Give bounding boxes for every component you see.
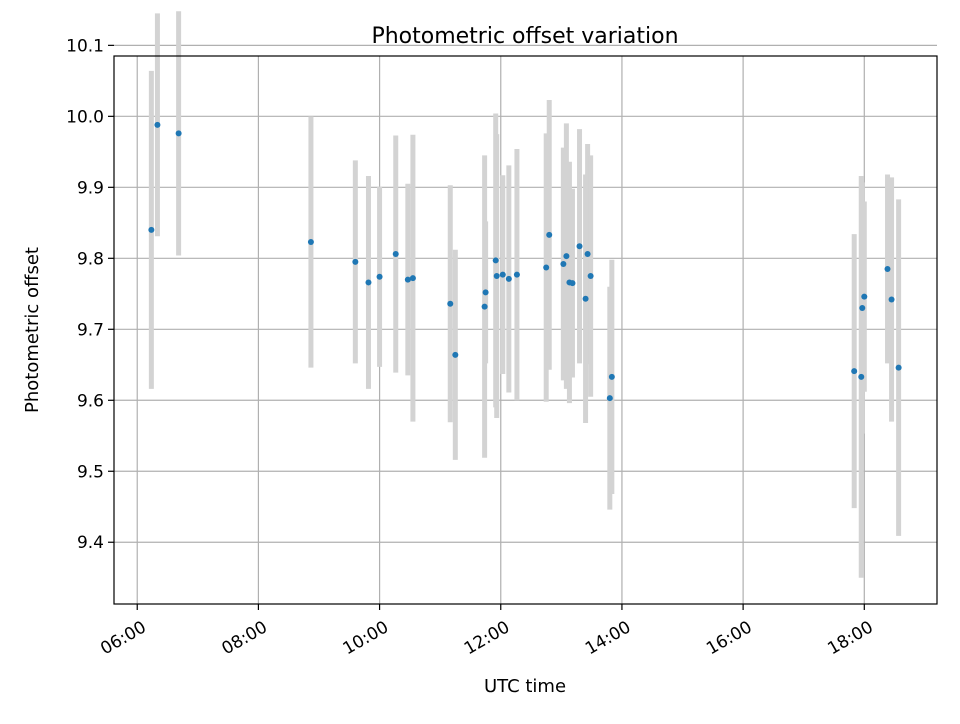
data-point	[606, 395, 613, 402]
y-tick-label: 9.9	[77, 178, 104, 198]
y-tick-label: 9.6	[77, 391, 104, 411]
data-point	[404, 276, 411, 283]
data-point	[307, 238, 314, 245]
data-point	[859, 304, 866, 311]
data-point	[452, 351, 459, 358]
data-point	[851, 368, 858, 375]
data-point	[582, 295, 589, 302]
chart-title: Photometric offset variation	[371, 24, 678, 49]
data-point	[154, 121, 161, 128]
grid-lines	[114, 44, 937, 604]
plot-frame	[113, 55, 938, 605]
data-point	[447, 300, 454, 307]
data-point	[569, 280, 576, 287]
y-tick-label: 10.1	[66, 36, 104, 56]
data-point	[576, 243, 583, 250]
data-point	[895, 364, 902, 371]
data-point	[513, 271, 520, 278]
data-point	[493, 273, 500, 280]
y-tick-label: 9.8	[77, 249, 104, 269]
data-points	[148, 121, 902, 402]
data-point	[858, 373, 865, 380]
data-point	[352, 258, 359, 265]
data-point	[505, 275, 512, 282]
data-point	[482, 289, 489, 296]
x-axis-label: UTC time	[484, 676, 566, 697]
y-tick-label: 9.4	[77, 533, 104, 553]
data-point	[608, 373, 615, 380]
data-point	[888, 296, 895, 303]
data-point	[499, 271, 506, 278]
data-point	[587, 273, 594, 280]
data-point	[861, 293, 868, 300]
data-point	[563, 253, 570, 260]
y-tick-label: 10.0	[66, 107, 104, 127]
y-axis-label: Photometric offset	[22, 247, 43, 413]
data-point	[392, 251, 399, 258]
data-point	[481, 303, 488, 310]
data-point	[584, 251, 591, 258]
data-point	[546, 231, 553, 238]
data-point	[884, 265, 891, 272]
data-point	[376, 273, 383, 280]
data-point	[148, 226, 155, 233]
y-tick-label: 9.7	[77, 320, 104, 340]
y-tick-label: 9.5	[77, 462, 104, 482]
data-point	[560, 260, 567, 267]
data-point	[175, 130, 182, 137]
data-point	[409, 275, 416, 282]
data-point	[365, 279, 372, 286]
data-point	[543, 264, 550, 271]
data-point	[492, 257, 499, 264]
